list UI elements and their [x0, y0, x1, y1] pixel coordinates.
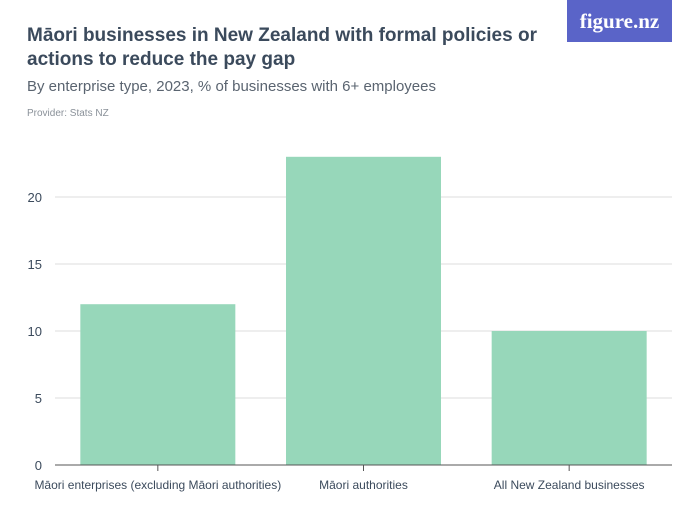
bar[interactable] [491, 331, 647, 465]
y-tick-label: 5 [35, 391, 42, 406]
y-tick-label: 10 [28, 324, 42, 339]
chart-subtitle: By enterprise type, 2023, % of businesse… [27, 78, 436, 95]
x-tick-label: Māori enterprises (excluding Māori autho… [34, 478, 281, 492]
chart-title: Māori businesses in New Zealand with for… [27, 25, 537, 70]
y-tick-label: 20 [28, 190, 42, 205]
bar[interactable] [80, 304, 236, 465]
provider-label: Provider: Stats NZ [27, 108, 109, 119]
figure-nz-logo[interactable]: figure.nz [567, 0, 672, 42]
bar[interactable] [286, 156, 441, 466]
y-tick-label: 0 [35, 458, 42, 473]
x-tick-label: All New Zealand businesses [494, 478, 645, 492]
y-tick-label: 15 [28, 257, 42, 272]
x-tick-label: Māori authorities [319, 478, 408, 492]
